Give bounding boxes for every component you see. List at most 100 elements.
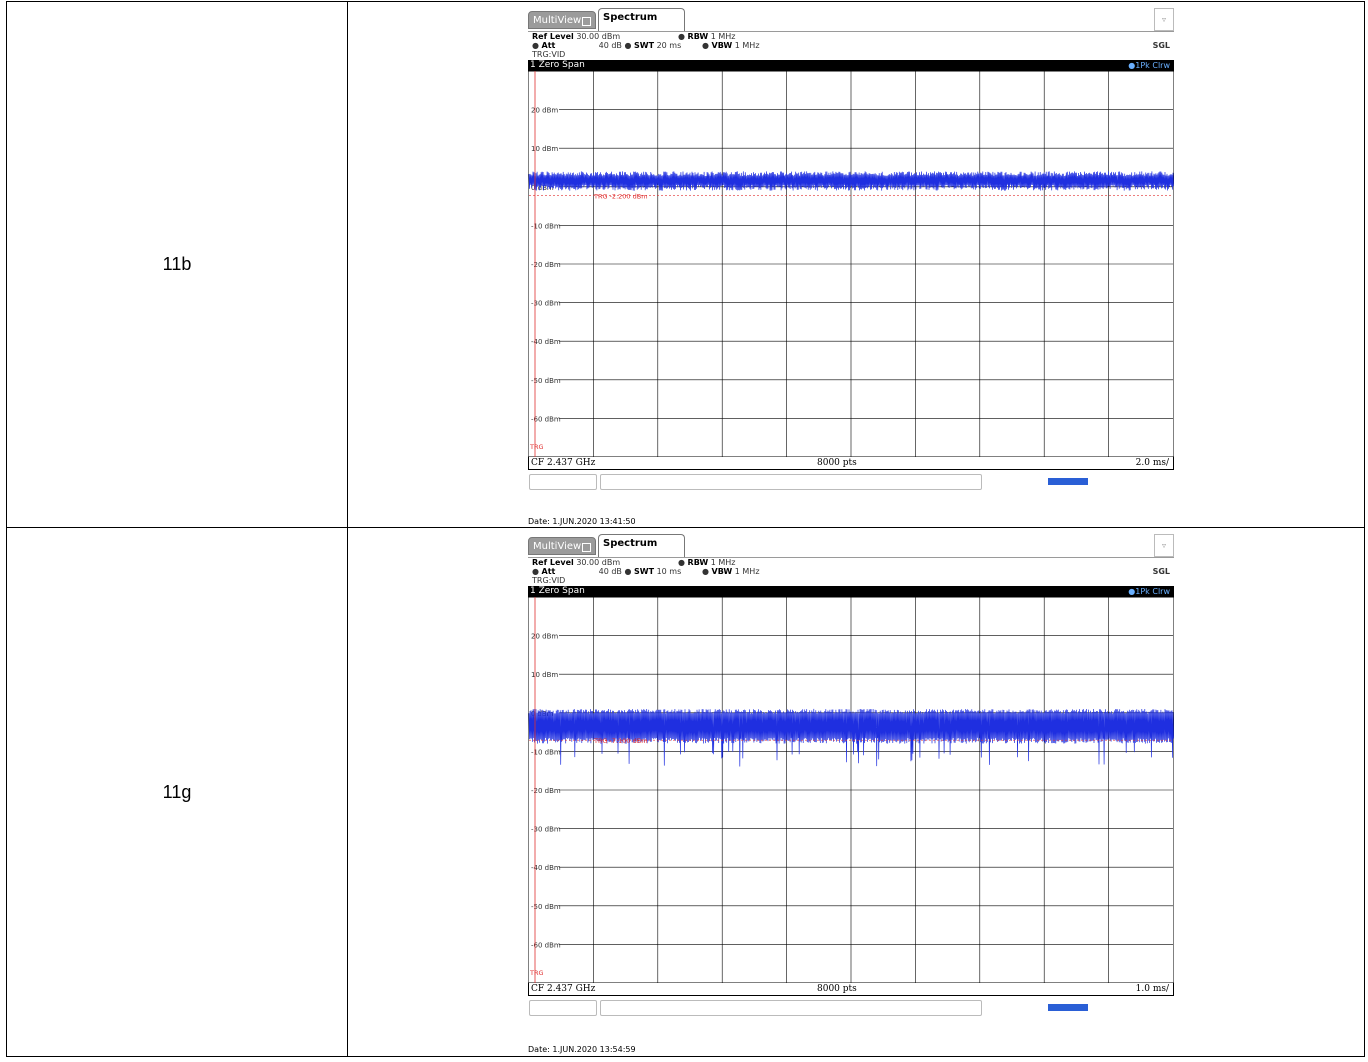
trace-line [528, 171, 1174, 191]
sweep-mode: SGL [1152, 567, 1170, 576]
window-title: 1 Zero Span [530, 586, 585, 596]
center-frequency: CF 2.437 GHz [531, 458, 596, 468]
y-tick-label-bg [529, 260, 559, 268]
chevron-down-icon[interactable]: ▿ [1154, 8, 1174, 31]
y-tick-label-bg [529, 863, 559, 872]
tab-label: MultiView [533, 15, 582, 26]
y-tick-label: -30 dBm [531, 826, 561, 834]
y-tick-label-bg [529, 786, 559, 794]
y-tick-label-bg [529, 105, 559, 114]
trigger-info: TRG:VID [532, 50, 566, 59]
rbw-value: 1 MHz [710, 558, 736, 567]
status-bar [528, 996, 1174, 1016]
y-tick-label: -30 dBm [531, 300, 561, 308]
y-tick-label-bg [529, 375, 559, 384]
swt-label: SWT [633, 567, 655, 576]
plot-footer: CF 2.437 GHz 8000 pts 2.0 ms/ [528, 457, 1174, 470]
time-per-division: 1.0 ms/ [1135, 984, 1169, 994]
window-title-bar: 1 Zero Span ●1Pk Clrw [528, 60, 1174, 71]
y-tick-label-bg [529, 670, 559, 679]
y-tick-label-bg [529, 337, 559, 346]
status-bar [528, 470, 1174, 490]
y-tick-label-bg [529, 901, 559, 910]
y-tick-label: -50 dBm [531, 377, 561, 385]
y-tick-label: 10 dBm [531, 145, 558, 153]
status-box[interactable] [529, 1000, 597, 1016]
tab-bar: MultiView Spectrum ▿ [528, 8, 1174, 32]
results-table: 11b MultiView Spectrum ▿ Ref Level 30.00… [6, 1, 1365, 1057]
trigger-level-label: TRG -7.100 dBm [593, 737, 648, 745]
ref-level-label: Ref Level [532, 558, 574, 567]
window-title-bar: 1 Zero Span ●1Pk Clrw [528, 586, 1174, 597]
status-box[interactable] [529, 474, 597, 490]
y-tick-label-bg [529, 824, 559, 833]
grid-icon [582, 543, 591, 552]
plot-cell: MultiView Spectrum ▿ Ref Level 30.00 dBm… [347, 527, 1365, 1057]
ref-level-label: Ref Level [532, 32, 574, 41]
trace-label: ●1Pk Clrw [1128, 61, 1170, 70]
y-tick-label-bg [529, 631, 559, 640]
analyzer-screen: MultiView Spectrum ▿ Ref Level 30.00 dBm… [528, 534, 1174, 1054]
mode-cell: 11b [6, 1, 348, 528]
rbw-value: 1 MHz [710, 32, 736, 41]
y-tick-label-bg [529, 221, 559, 230]
y-tick-label-bg [529, 940, 559, 949]
capture-date: Date: 1.JUN.2020 13:54:59 [528, 1045, 636, 1054]
y-tick-label: 10 dBm [531, 671, 558, 679]
time-per-division: 2.0 ms/ [1135, 458, 1169, 468]
capture-date: Date: 1.JUN.2020 13:41:50 [528, 517, 636, 526]
trigger-info: TRG:VID [532, 576, 566, 585]
center-frequency: CF 2.437 GHz [531, 984, 596, 994]
tab-label: MultiView [533, 541, 582, 552]
message-box[interactable] [600, 474, 982, 490]
y-tick-label: -50 dBm [531, 903, 561, 911]
y-tick-label: -40 dBm [531, 338, 561, 346]
vbw-value: 1 MHz [734, 41, 760, 50]
plot-cell: MultiView Spectrum ▿ Ref Level 30.00 dBm… [347, 1, 1365, 528]
analyzer-screen: MultiView Spectrum ▿ Ref Level 30.00 dBm… [528, 8, 1174, 526]
tab-multiview[interactable]: MultiView [528, 537, 596, 555]
swt-label: SWT [633, 41, 655, 50]
ref-level-value: 30.00 dBm [576, 558, 621, 567]
swt-value: 20 ms [656, 41, 682, 50]
y-tick-label: -20 dBm [531, 787, 561, 795]
tab-label: Spectrum [603, 12, 658, 23]
y-tick-label-bg [529, 298, 559, 307]
att-value: 40 dB [598, 41, 622, 50]
y-tick-label-bg [529, 144, 559, 153]
trigger-edge-label: TRG [529, 969, 544, 977]
progress-indicator [1048, 478, 1088, 485]
tab-spectrum[interactable]: Spectrum [598, 8, 685, 31]
mode-cell: 11g [6, 527, 348, 1057]
vbw-label: VBW [711, 41, 733, 50]
tab-spectrum[interactable]: Spectrum [598, 534, 685, 557]
settings-panel: Ref Level 30.00 dBm ● Att 40 dB ● SWT 20… [532, 32, 1170, 59]
message-box[interactable] [600, 1000, 982, 1016]
att-label: Att [541, 567, 556, 576]
y-tick-label: 20 dBm [531, 107, 558, 115]
trigger-level-label: TRG -2.200 dBm [593, 192, 648, 200]
grid-icon [582, 17, 591, 26]
settings-panel: Ref Level 30.00 dBm ● Att 40 dB ● SWT 10… [532, 558, 1170, 585]
ref-level-value: 30.00 dBm [576, 32, 621, 41]
progress-indicator [1048, 1004, 1088, 1011]
y-tick-label-bg [529, 414, 559, 423]
trigger-edge-label: TRG [529, 443, 544, 451]
tab-bar: MultiView Spectrum ▿ [528, 534, 1174, 558]
y-tick-label-bg [529, 747, 559, 756]
y-tick-label: -10 dBm [531, 748, 561, 756]
tab-label: Spectrum [603, 538, 658, 549]
chevron-down-icon[interactable]: ▿ [1154, 534, 1174, 557]
y-tick-label: -10 dBm [531, 222, 561, 230]
window-title: 1 Zero Span [530, 60, 585, 70]
table-row: 11b MultiView Spectrum ▿ Ref Level 30.00… [6, 1, 1365, 528]
trace-line [528, 708, 1174, 767]
vbw-value: 1 MHz [734, 567, 760, 576]
swt-value: 10 ms [656, 567, 682, 576]
y-tick-label: 0 dBm [531, 184, 554, 192]
trace-label-text: 1Pk Clrw [1135, 587, 1170, 596]
sweep-points: 8000 pts [817, 458, 857, 468]
tab-multiview[interactable]: MultiView [528, 11, 596, 29]
